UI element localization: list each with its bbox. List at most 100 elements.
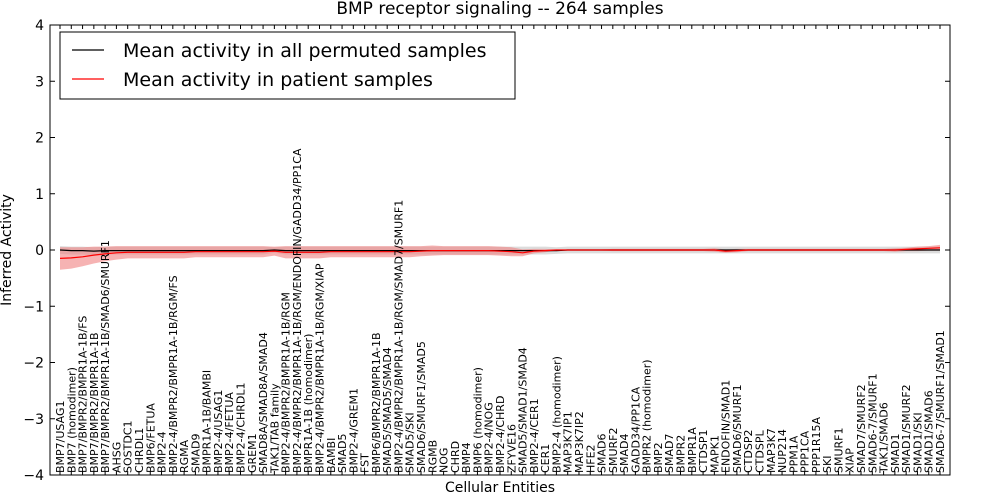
category-label: SKI [821, 456, 834, 473]
category-label: SMAD6-7/SMURF1 [866, 373, 879, 473]
category-label: SMAD6/SMURF1/SMAD5 [415, 341, 428, 473]
category-label: BMP6 (homodimer) [471, 367, 484, 473]
category-label: CTDSP2 [742, 430, 755, 473]
category-label: SMAD1/SMURF2 [900, 384, 913, 473]
category-label: CHRDL1 [133, 428, 146, 473]
category-label: TAK1/TAB family [268, 383, 281, 474]
category-label: BMP2-4/NOG [483, 402, 496, 473]
category-label: BMP2-4/GREM1 [347, 388, 360, 473]
category-label: GREM1 [246, 433, 259, 473]
category-label: FST [359, 453, 372, 473]
category-label: SMAD1/SKI [911, 412, 924, 473]
category-label: BMP7 (homodimer) [65, 367, 78, 473]
category-label: RGMA [178, 439, 191, 473]
category-label: MAP3K7IP1 [562, 411, 575, 473]
category-label: BMP2-4/BMPR2/BMPR1A-1B/RGM [280, 292, 293, 473]
category-label: BMP2 [652, 442, 665, 473]
category-label: SMURF1 [832, 428, 845, 474]
category-label: BMP2-4/USAG1 [212, 390, 225, 473]
category-label: SMAD5/SKI [404, 412, 417, 473]
category-label: PPP1CA [799, 430, 812, 473]
category-label: SMAD7/SMURF2 [855, 384, 868, 473]
category-label: BMP7/BMPR2/BMPR1A-1B [88, 332, 101, 473]
category-label: BMP7/USAG1 [54, 401, 67, 473]
category-label: CHRD [449, 441, 462, 473]
category-label: BMP2-4/CER1 [528, 398, 541, 473]
category-label: RGMB [426, 440, 439, 473]
category-label: CTDSP1 [697, 430, 710, 473]
category-label: BMP7/BMPR2/BMPR1A-1B/SMAD6/SMURF1 [99, 240, 112, 473]
y-axis-label: Inferred Activity [0, 194, 15, 306]
category-label: MAPK1 [708, 435, 721, 473]
category-label: SMAD5/SMAD1/SMAD4 [517, 347, 530, 473]
category-label: MAP3K7IP2 [573, 411, 586, 473]
y-tick-label: −3 [23, 412, 44, 428]
category-label: BMPR2 (homodimer) [641, 359, 654, 473]
category-label: XIAP [844, 448, 857, 473]
category-label: PPM1A [787, 435, 800, 473]
category-label: BMP2-4/CHRD [494, 396, 507, 473]
category-label: BMP2-4/BMPR2/BMPR1A-1B/RGM/ENDOFIN/GADD3… [291, 148, 304, 473]
category-label: BMP2-4/BMPR2/BMPR1A-1B/RGM/FS [167, 275, 180, 473]
y-tick-label: 4 [35, 18, 44, 34]
category-label: NOG [438, 448, 451, 473]
category-label: SOSTDC1 [122, 421, 135, 474]
category-label: NUP214 [776, 429, 789, 473]
category-label: BMPR2 [675, 435, 688, 473]
chart-title: BMP receptor signaling -- 264 samples [336, 0, 663, 19]
y-tick-label: 2 [35, 131, 44, 147]
category-label: BMP7/BMPR2/BMPR1A-1B/FS [77, 316, 90, 473]
legend-label-patient: Mean activity in patient samples [123, 69, 433, 91]
category-label: CER1 [539, 444, 552, 473]
y-tick-label: 0 [35, 243, 44, 259]
y-tick-label: −1 [23, 299, 44, 315]
category-label: BMP4 [460, 442, 473, 473]
axis-ticks: −4 −3 −2 −1 0 1 2 3 4 [23, 18, 950, 484]
category-label: BMP6/BMPR2/BMPR1A-1B [370, 332, 383, 473]
category-label: BMP2-4/BMPR2/BMPR1A-1B/RGM/SMAD7/SMURF1 [392, 200, 405, 473]
category-label: BAMBI [325, 438, 338, 473]
category-label: TAK1/SMAD6 [878, 402, 891, 474]
category-label: ENDOFIN/SMAD1 [720, 380, 733, 473]
legend: Mean activity in all permuted samples Me… [59, 31, 516, 100]
category-label: BMP2-4/BMPR2/BMPR1A-1B/RGM/XIAP [313, 263, 326, 473]
category-label: BMP2-4/CHRDL1 [235, 382, 248, 473]
category-label: SMAD7 [663, 434, 676, 473]
category-label: MAP3K7 [765, 428, 778, 473]
category-label: SMAD5 [336, 434, 349, 473]
y-tick-label: 1 [35, 187, 44, 203]
y-tick-label: −2 [23, 356, 44, 372]
category-label: SMAD1 [889, 434, 902, 473]
category-label: SMAD1/SMAD6 [923, 390, 936, 473]
category-label: AHSG [110, 442, 123, 473]
category-label: BMP2-4 [156, 431, 169, 473]
plot-frame [49, 24, 951, 476]
category-label: SMAD6-7/SMURF1/SMAD1 [934, 330, 947, 473]
category-label: BMP2-4 (homodimer) [550, 356, 563, 473]
category-label: SMURF2 [607, 428, 620, 474]
legend-label-permuted: Mean activity in all permuted samples [123, 40, 486, 62]
category-label: SMAD8A/SMAD8A/SMAD4 [257, 332, 270, 473]
category-label: CTDSPL [753, 430, 766, 473]
category-label: SMAD4 [618, 434, 631, 473]
x-axis-label: Cellular Entities [445, 480, 555, 496]
category-label: BMPR1A [686, 427, 699, 473]
category-label: SMAD6 [596, 434, 609, 473]
category-label: ZFYVE16 [505, 424, 518, 473]
category-label: HFE2 [584, 444, 597, 473]
series-line-patient [59, 247, 941, 259]
category-label: SMAD5/SMAD5/SMAD4 [381, 347, 394, 473]
category-label: GADD34/PP1CA [629, 386, 642, 473]
y-tick-label: −4 [23, 468, 44, 484]
y-tick-label: 3 [35, 74, 44, 90]
category-label: SMAD6/SMURF1 [731, 384, 744, 473]
category-label: PPP1R15A [810, 416, 823, 473]
series-lines [59, 247, 941, 259]
category-label: SMAD9 [189, 434, 202, 473]
category-label: BMP2-4/FETUA [223, 392, 236, 473]
category-label: BMPR1A-1B (homodimer) [302, 334, 315, 473]
legend-box [59, 31, 516, 100]
category-label: BMP6/FETUA [144, 403, 157, 473]
